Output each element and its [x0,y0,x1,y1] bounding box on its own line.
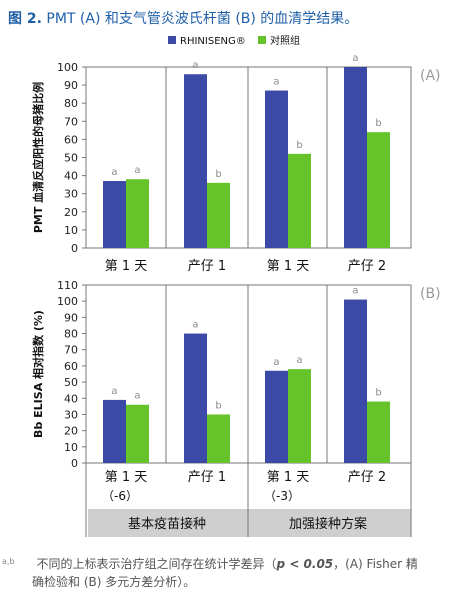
significance-letter: a [273,357,279,368]
category-sublabel: （-3） [264,489,300,503]
y-tick-label: 20 [64,206,78,219]
significance-letter: b [375,118,381,129]
y-tick-label: 100 [57,61,78,74]
significance-letter: b [215,400,221,411]
y-tick-label: 40 [64,170,78,183]
significance-letter: a [296,355,302,366]
footnote-superscript: a,b [2,557,15,566]
significance-letter: a [111,167,117,178]
bar-control [288,153,311,248]
significance-letter: a [134,165,140,176]
bar-control [126,179,149,248]
y-axis-label: Bb ELISA 相对指数 (%) [31,310,45,438]
significance-letter: b [375,388,381,399]
y-tick-label: 50 [64,152,78,165]
y-tick-label: 80 [64,97,78,110]
y-tick-label: 10 [64,441,78,454]
significance-letter: b [296,140,302,151]
footnote-text-1-end: ，(A) Fisher 精 [333,557,418,571]
bar-control [126,404,149,463]
y-tick-label: 40 [64,392,78,405]
significance-letter: a [352,53,358,64]
significance-letter: a [111,386,117,397]
bar-rhiniseng [344,67,367,248]
y-axis-label: PMT 血清反应阳性的母猪比例 [31,82,45,233]
significance-letter: a [192,320,198,331]
y-tick-label: 70 [64,115,78,128]
footnote: a,b 不同的上标表示治疗组之间存在统计学差异（p < 0.05，(A) Fish… [2,556,470,591]
significance-letter: a [352,286,358,297]
bar-rhiniseng [103,399,126,463]
category-label: 第 1 天 [105,470,148,485]
panel-label: (B) [420,286,441,302]
legend-swatch-rhiniseng [168,36,176,44]
bar-control [207,182,230,248]
bar-rhiniseng [184,74,207,249]
bar-control [288,369,311,463]
figure-caption: PMT (A) 和支气管炎波氏杆菌 (B) 的血清学结果。 [46,11,359,27]
bar-rhiniseng [184,333,207,463]
y-tick-label: 30 [64,408,78,421]
y-tick-label: 50 [64,376,78,389]
y-tick-label: 0 [71,457,78,470]
category-label: 产仔 1 [188,259,226,274]
significance-letter: a [192,60,198,71]
footnote-text-1: 不同的上标表示治疗组之间存在统计学差异（ [36,557,277,571]
y-tick-label: 60 [64,133,78,146]
y-tick-label: 20 [64,425,78,438]
significance-letter: a [273,77,279,88]
bar-control [367,132,390,248]
category-sublabel: （-6） [102,489,138,503]
bar-rhiniseng [344,299,367,463]
category-label: 产仔 1 [188,470,226,485]
y-tick-label: 30 [64,188,78,201]
bar-rhiniseng [265,370,288,463]
bar-rhiniseng [265,90,288,248]
y-tick-label: 110 [57,279,78,292]
group-label-booster: 加强接种方案 [289,516,367,532]
y-tick-label: 80 [64,328,78,341]
figure-label: 图 2. [8,11,42,27]
figure-title: 图 2. PMT (A) 和支气管炎波氏杆菌 (B) 的血清学结果。 [8,8,358,28]
legend-label-control: 对照组 [270,34,300,47]
panel-label: (A) [420,68,441,84]
y-tick-label: 90 [64,79,78,92]
protocol-band [88,509,411,537]
bar-rhiniseng [103,181,126,248]
category-label: 产仔 2 [348,470,386,485]
group-label-primary: 基本疫苗接种 [128,516,206,532]
bar-control [207,414,230,463]
significance-letter: a [134,391,140,402]
y-tick-label: 10 [64,224,78,237]
y-tick-label: 70 [64,344,78,357]
y-tick-label: 60 [64,360,78,373]
legend-swatch-control [258,36,266,44]
significance-letter: b [215,169,221,180]
footnote-p-value: p < 0.05 [276,557,334,571]
category-label: 第 1 天 [105,259,148,274]
y-tick-label: 90 [64,311,78,324]
y-tick-label: 100 [57,295,78,308]
bar-control [367,401,390,463]
footnote-text-2: 确检验和 (B) 多元方差分析）。 [32,575,196,589]
category-label: 产仔 2 [348,259,386,274]
legend-label-rhiniseng: RHINISENG® [180,36,246,47]
y-tick-label: 0 [71,242,78,255]
category-label: 第 1 天 [267,259,310,274]
category-label: 第 1 天 [267,470,310,485]
